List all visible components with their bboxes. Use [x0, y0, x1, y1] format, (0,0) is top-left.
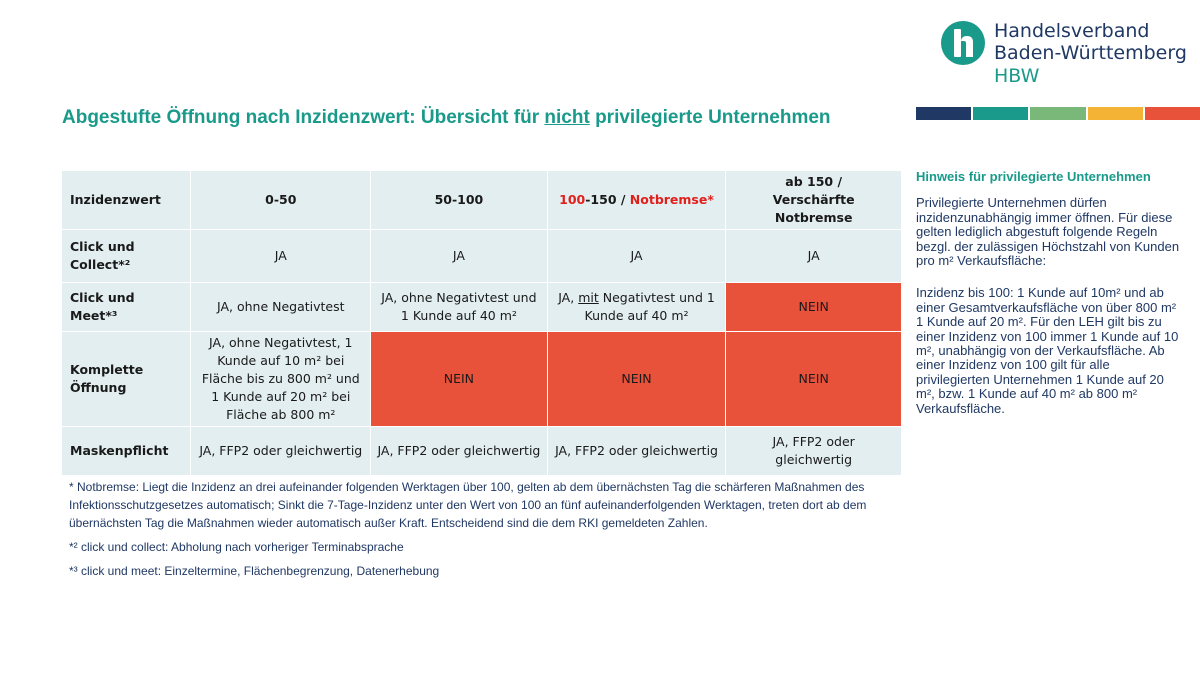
- table-cell-nein: NEIN: [725, 282, 902, 332]
- header-ab-150: ab 150 / Verschärfte Notbremse: [725, 170, 902, 230]
- title-underlined-word: nicht: [544, 107, 590, 128]
- header-notbremse: Notbremse*: [629, 192, 714, 207]
- cell-underlined-mit: mit: [578, 290, 599, 305]
- privileged-note-paragraph-2: Inzidenz bis 100: 1 Kunde auf 10m² und a…: [916, 285, 1179, 416]
- color-bar-segment: [1030, 107, 1086, 120]
- header-150-value: -150 /: [585, 192, 630, 207]
- row-label-click-meet: Click und Meet*³: [60, 282, 192, 332]
- table-cell: JA, FFP2 oder gleichwertig: [546, 426, 727, 476]
- logo-line-3: HBW: [994, 65, 1040, 87]
- logo-line-1: Handelsverband: [994, 20, 1150, 42]
- row-label-click-collect: Click und Collect*²: [60, 229, 192, 283]
- table-cell: JA, ohne Negativtest, 1 Kunde auf 10 m² …: [190, 331, 372, 427]
- color-bar-segment: [1087, 107, 1143, 120]
- cell-text-part: JA,: [558, 290, 579, 305]
- table-cell: JA, FFP2 oder gleichwertig: [190, 426, 372, 476]
- header-inzidenzwert: Inzidenzwert: [60, 170, 192, 230]
- slide-title: Abgestufte Öffnung nach Inzidenzwert: Üb…: [62, 107, 831, 129]
- header-0-50: 0-50: [190, 170, 372, 230]
- logo-line-2: Baden-Württemberg: [994, 42, 1187, 64]
- table-cell-nein: NEIN: [370, 331, 548, 427]
- header-50-100: 50-100: [370, 170, 548, 230]
- table-row: Maskenpflicht JA, FFP2 oder gleichwertig…: [60, 426, 902, 476]
- row-label-maskenpflicht: Maskenpflicht: [60, 426, 192, 476]
- privileged-note-title: Hinweis für privilegierte Unternehmen: [916, 169, 1151, 184]
- color-bar-segment: [1144, 107, 1200, 120]
- header-100-value: 100: [559, 192, 586, 207]
- privileged-note: Hinweis für privilegierte Unternehmen Pr…: [916, 169, 1186, 434]
- header-ab-150-line2: Verschärfte Notbremse: [772, 192, 855, 225]
- table-cell: JA, FFP2 oder gleichwertig: [725, 426, 902, 476]
- table-cell: JA: [190, 229, 372, 283]
- brand-color-bar: [916, 107, 1200, 120]
- title-part-2: privilegierte Unternehmen: [589, 107, 831, 128]
- table-cell: JA, ohne Negativtest: [190, 282, 372, 332]
- cell-text-part: Negativtest und 1 Kunde auf 40 m²: [584, 290, 715, 323]
- table-cell: JA: [725, 229, 902, 283]
- table-row: Click und Meet*³ JA, ohne Negativtest JA…: [60, 282, 902, 332]
- table-cell: JA, FFP2 oder gleichwertig: [370, 426, 548, 476]
- table-row: Komplette Öffnung JA, ohne Negativtest, …: [60, 331, 902, 427]
- footnotes: * Notbremse: Liegt die Inzidenz an drei …: [69, 478, 869, 586]
- header-100-150: 100-150 / Notbremse*: [546, 170, 727, 230]
- color-bar-segment: [973, 107, 1029, 120]
- table-cell: JA, mit Negativtest und 1 Kunde auf 40 m…: [546, 282, 727, 332]
- row-label-komplette-oeffnung: Komplette Öffnung: [60, 331, 192, 427]
- footnote-notbremse: * Notbremse: Liegt die Inzidenz an drei …: [69, 480, 867, 530]
- footnote-click-collect: *² click und collect: Abholung nach vorh…: [69, 540, 404, 554]
- table-cell: JA: [370, 229, 548, 283]
- privileged-note-paragraph-1: Privilegierte Unternehmen dürfen inziden…: [916, 195, 1180, 269]
- table-row: Click und Collect*² JA JA JA JA: [60, 229, 902, 283]
- title-part-1: Abgestufte Öffnung nach Inzidenzwert: Üb…: [62, 107, 545, 128]
- footnote-click-meet: *³ click und meet: Einzeltermine, Fläche…: [69, 564, 440, 578]
- table-cell-nein: NEIN: [725, 331, 902, 427]
- header-ab-150-line1: ab 150 /: [785, 174, 843, 189]
- hbw-logo-icon: [941, 21, 985, 65]
- opening-rules-table: Inzidenzwert 0-50 50-100 100-150 / Notbr…: [60, 170, 902, 476]
- table-cell: JA: [546, 229, 727, 283]
- hbw-logo: Handelsverband Baden-Württemberg HBW: [940, 18, 1190, 93]
- table-cell: JA, ohne Negativtest und 1 Kunde auf 40 …: [370, 282, 548, 332]
- color-bar-segment: [916, 107, 972, 120]
- table-header-row: Inzidenzwert 0-50 50-100 100-150 / Notbr…: [60, 170, 902, 230]
- table-cell-nein: NEIN: [546, 331, 727, 427]
